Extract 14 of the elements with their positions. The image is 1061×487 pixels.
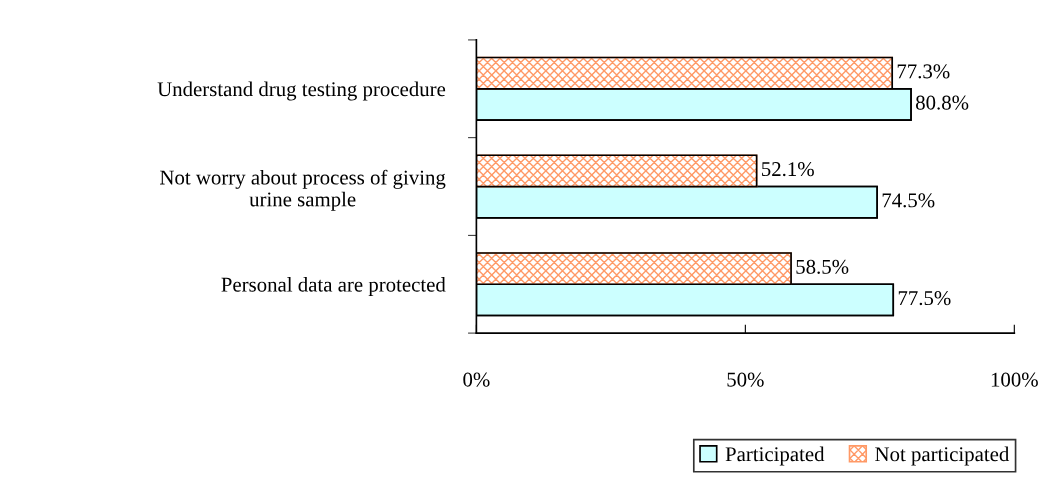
data-label: 52.1% xyxy=(762,162,814,177)
data-label: 80.8% xyxy=(915,95,969,110)
x-tick-label: 100% xyxy=(991,372,1038,387)
x-tick-label: 0% xyxy=(463,372,490,387)
legend-label: Participated xyxy=(725,446,825,466)
legend-label: Not participated xyxy=(875,446,1010,466)
x-tick-label: 50% xyxy=(727,372,764,387)
data-label: 77.5% xyxy=(898,291,951,306)
data-label: 74.5% xyxy=(882,193,935,208)
y-tick-label: Not worry about process of giving urine sample xyxy=(160,169,446,211)
data-label: 58.5% xyxy=(796,259,849,274)
y-tick-label: Understand drug testing procedure xyxy=(157,81,446,101)
y-tick-label: Personal data are protected xyxy=(221,277,446,296)
data-label: 77.3% xyxy=(897,64,950,79)
